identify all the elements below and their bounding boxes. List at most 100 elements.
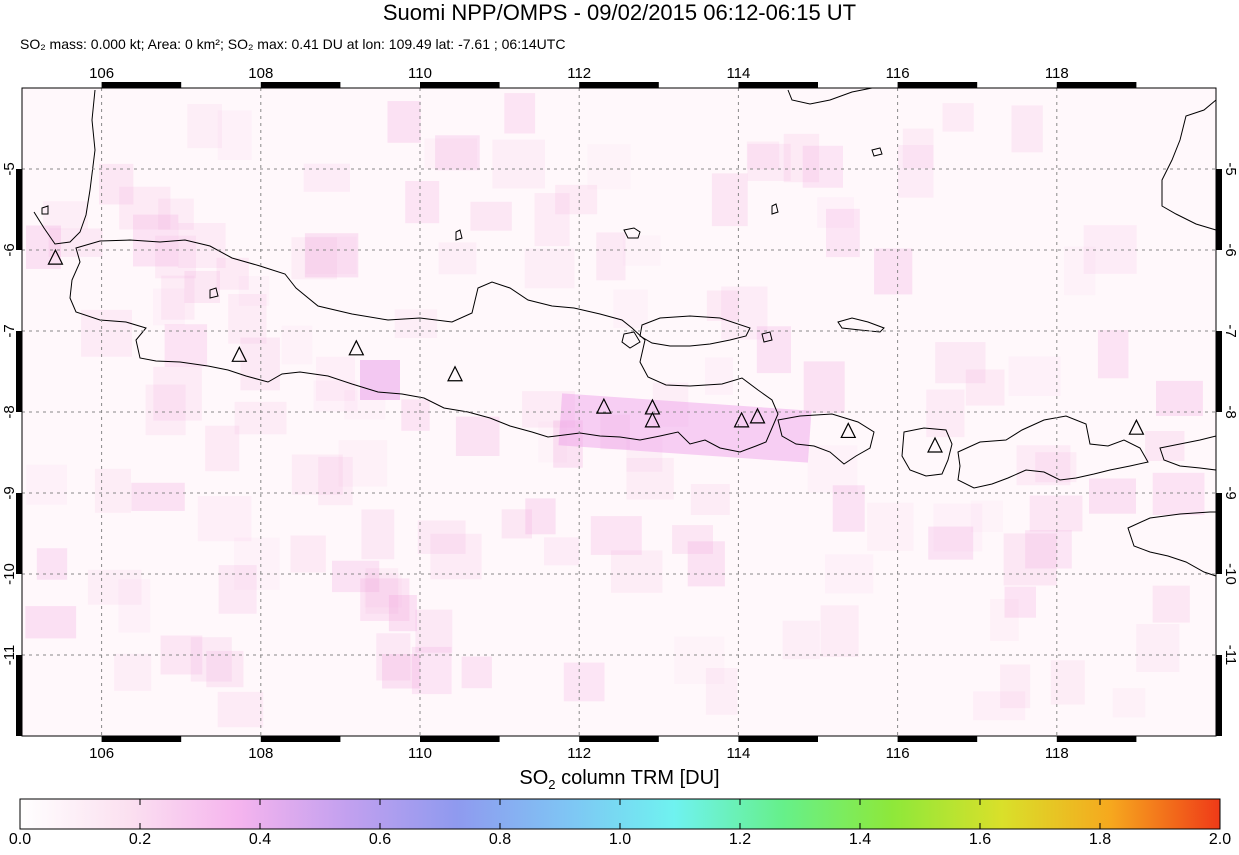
so2-pixel — [205, 425, 240, 472]
lat-tick-label-left: -9 — [1, 486, 18, 499]
island-small-4 — [771, 203, 779, 215]
so2-pixel — [1112, 688, 1146, 718]
lat-tick-label-right: -9 — [1222, 486, 1239, 499]
so2-pixel — [613, 289, 648, 328]
lat-tick-label-left: -5 — [1, 162, 18, 175]
so2-pixel — [553, 420, 583, 468]
frame-bar-bottom — [897, 736, 978, 742]
island-small-5 — [41, 205, 49, 215]
lon-tick-label-top: 118 — [1045, 65, 1069, 82]
so2-pixel — [238, 276, 270, 306]
so2-pixel — [1089, 478, 1136, 514]
so2-pixel — [587, 144, 631, 190]
colorbar-title-suffix: column TRM [DU] — [555, 767, 720, 789]
frame-bar-left — [16, 331, 22, 412]
so2-pixel — [234, 537, 280, 590]
so2-pixel — [817, 197, 854, 228]
frame-bar-bottom — [420, 736, 500, 742]
so2-pixel — [387, 101, 421, 143]
so2-pixel — [501, 509, 532, 539]
coastline-java — [69, 239, 779, 453]
volcano-triangle-icon — [840, 422, 857, 439]
so2-pixel — [525, 498, 556, 535]
so2-pixel — [290, 535, 326, 573]
so2-pixel — [538, 421, 568, 463]
volcano-triangle-icon — [749, 407, 766, 424]
so2-pixel — [405, 181, 440, 224]
lon-tick-label-bottom: 114 — [726, 745, 750, 762]
so2-pixel — [303, 163, 350, 192]
so2-pixel — [153, 366, 202, 421]
lon-tick-label-bottom: 116 — [886, 745, 910, 762]
island-small-1 — [761, 331, 773, 343]
so2-pixel — [1064, 246, 1096, 296]
so2-mass-readout: SO₂ mass: 0.000 kt; Area: 0 km²; — [20, 36, 224, 52]
frame-bar-left — [16, 655, 22, 736]
so2-pixel — [304, 233, 359, 278]
so2-pixel — [1083, 225, 1137, 274]
island-small-6 — [621, 331, 641, 349]
frame-bar-top — [1056, 82, 1137, 88]
so2-pixel — [161, 275, 195, 320]
lon-tick-label-bottom: 112 — [567, 745, 591, 762]
so2-pixel — [626, 457, 674, 500]
so2-pixel — [87, 569, 142, 605]
so2-pixel — [382, 654, 421, 689]
lat-tick-label-right: -6 — [1222, 243, 1239, 256]
so2-pixel — [394, 309, 438, 338]
volcano-triangle-icon — [231, 345, 248, 362]
so2-pixel — [1156, 380, 1203, 416]
colorbar-label: 0.6 — [368, 831, 392, 848]
so2-pixel — [360, 578, 410, 621]
so2-pixel — [206, 650, 244, 688]
lat-tick-label-right: -11 — [1222, 645, 1239, 666]
so2-pixel — [1016, 445, 1071, 486]
frame-bar-top — [579, 82, 659, 88]
frame-bar-left — [16, 169, 22, 250]
so2-pixel — [376, 633, 411, 681]
so2-pixel — [305, 236, 357, 274]
so2-pixel — [228, 294, 267, 344]
frame-bar-bottom — [1056, 736, 1137, 742]
so2-pixel — [177, 223, 226, 268]
volcano-triangle-icon — [447, 365, 463, 382]
so2-pixel — [1011, 105, 1043, 153]
so2-pixel — [94, 468, 131, 513]
so2-pixel — [706, 290, 740, 321]
frame-bar-top — [101, 82, 182, 88]
volcano-triangle-icon — [1128, 418, 1145, 435]
volcano-triangle-icon — [595, 397, 612, 414]
so2-pixel-max — [360, 360, 400, 400]
so2-pixel-band — [558, 393, 812, 463]
so2-pixel — [596, 232, 626, 281]
so2-pixel — [1152, 585, 1190, 623]
so2-pixel — [1145, 431, 1185, 461]
frame-bar-bottom — [738, 736, 818, 742]
lon-tick-label-bottom: 118 — [1045, 745, 1069, 762]
so2-pixel — [291, 454, 343, 495]
axis-tick-labels: 106 106 108 108 110 110 112 112 114 114 116 116 118 1… — [1, 65, 1239, 762]
so2-pixel — [820, 605, 859, 657]
volcano-triangle-icon — [927, 436, 943, 453]
frame-bar-bottom — [260, 736, 341, 742]
frame-bar-right — [1216, 169, 1222, 250]
frame-bar-bottom — [101, 736, 182, 742]
colorbar-title: SO2 column TRM [DU] — [0, 766, 1239, 797]
colorbar-label: 0.2 — [128, 831, 152, 848]
so2-pixel — [747, 143, 791, 181]
so2-pixel — [42, 201, 88, 230]
so2-pixel — [430, 533, 482, 580]
lat-tick-label-left: -7 — [1, 324, 18, 337]
so2-pixel — [902, 128, 934, 169]
so2-pixel — [600, 414, 630, 450]
so2-pixel — [973, 691, 1026, 721]
so2-pixel — [690, 484, 730, 515]
so2-pixel — [36, 548, 68, 580]
frame-bar-top — [260, 82, 341, 88]
frame-bar-top — [897, 82, 978, 88]
colorbar-label: 1.0 — [608, 831, 632, 848]
island-kangean — [837, 317, 885, 333]
so2-pixel — [524, 248, 575, 289]
so2-pixel — [438, 242, 477, 275]
